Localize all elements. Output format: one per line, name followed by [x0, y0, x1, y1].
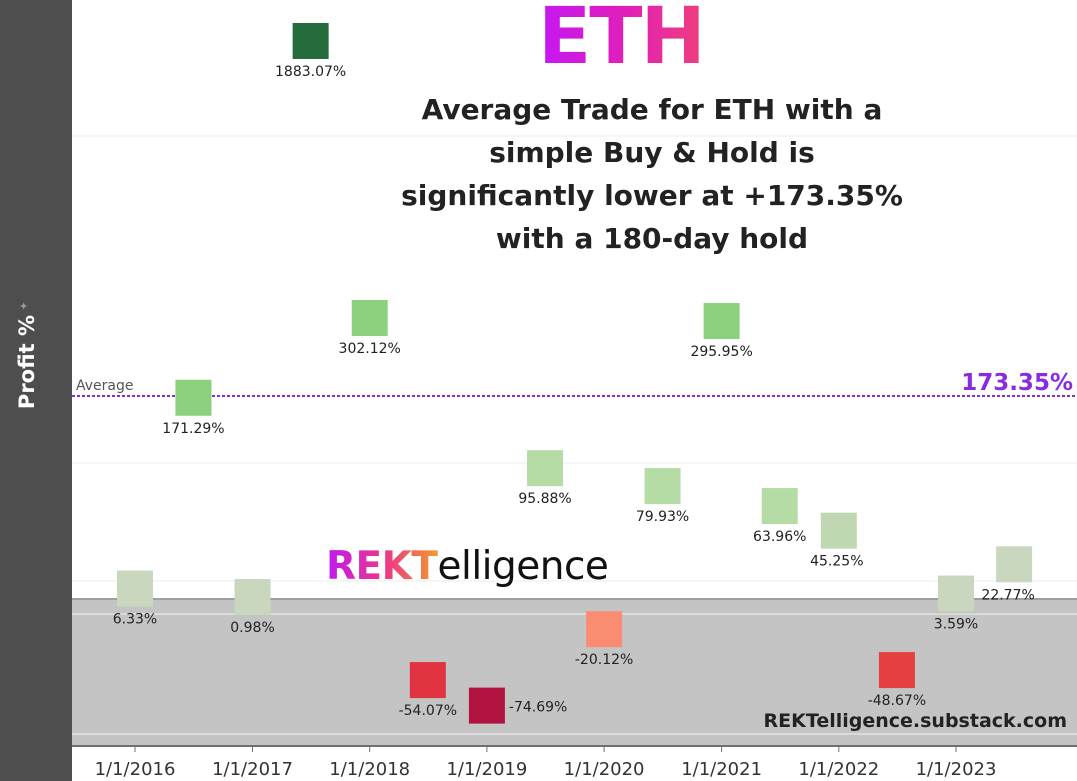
data-label: 302.12% [339, 341, 401, 357]
data-label: 6.33% [113, 612, 157, 628]
rektelligence-logo: REKTelligence [326, 544, 609, 589]
x-tick-label: 1/1/2019 [446, 759, 527, 780]
data-label: -74.69% [509, 700, 567, 716]
data-label: 63.96% [753, 529, 806, 545]
data-point [703, 303, 740, 340]
headline-line-4: with a 180-day hold [495, 222, 809, 255]
data-label: -54.07% [399, 703, 457, 719]
data-label: 295.95% [690, 344, 752, 360]
average-value-label: 173.35% [961, 370, 1073, 396]
headline-line-1: Average Trade for ETH with a [421, 93, 883, 126]
data-label: 95.88% [518, 491, 571, 507]
data-point [292, 23, 329, 59]
brand-prefix: REKT [326, 544, 438, 589]
data-label: 0.98% [230, 620, 274, 636]
x-tick-label: 1/1/2023 [916, 759, 997, 780]
data-point [234, 579, 271, 616]
headline: Average Trade for ETH with a simple Buy … [392, 88, 912, 260]
data-label: 79.93% [636, 509, 689, 525]
data-point [644, 468, 681, 505]
data-label: 171.29% [162, 421, 224, 437]
x-tick-label: 1/1/2020 [564, 759, 645, 780]
data-point [878, 652, 915, 689]
data-point [468, 687, 505, 724]
data-point [527, 450, 564, 487]
data-point [175, 379, 212, 416]
data-point [996, 546, 1033, 583]
data-label: 22.77% [981, 587, 1034, 603]
eth-logo: ETH [538, 0, 706, 82]
x-tick-label: 1/1/2021 [681, 759, 762, 780]
data-point [820, 512, 857, 549]
x-tick-label: 1/1/2022 [798, 759, 879, 780]
data-label: 1883.07% [275, 64, 346, 80]
headline-line-3: significantly lower at +173.35% [401, 179, 903, 212]
data-point [938, 575, 974, 612]
data-point [586, 611, 623, 648]
y-axis-panel: ✦ Profit % [0, 0, 72, 781]
brand-suffix: elligence [437, 544, 609, 589]
data-label: 45.25% [810, 554, 863, 570]
x-tick-label: 1/1/2017 [212, 759, 293, 780]
data-point [409, 662, 446, 699]
data-point [351, 299, 388, 336]
data-label: -48.67% [868, 693, 926, 709]
pin-icon: ✦ [19, 300, 29, 313]
average-label: Average [76, 378, 134, 394]
data-label: 3.59% [934, 617, 978, 633]
site-url: REKTelligence.substack.com [763, 710, 1067, 732]
headline-line-2: simple Buy & Hold is [489, 136, 815, 169]
data-label: -20.12% [575, 652, 633, 668]
x-tick-label: 1/1/2016 [95, 759, 176, 780]
x-tick-label: 1/1/2018 [329, 759, 410, 780]
data-point [117, 570, 153, 607]
data-point [761, 488, 798, 525]
